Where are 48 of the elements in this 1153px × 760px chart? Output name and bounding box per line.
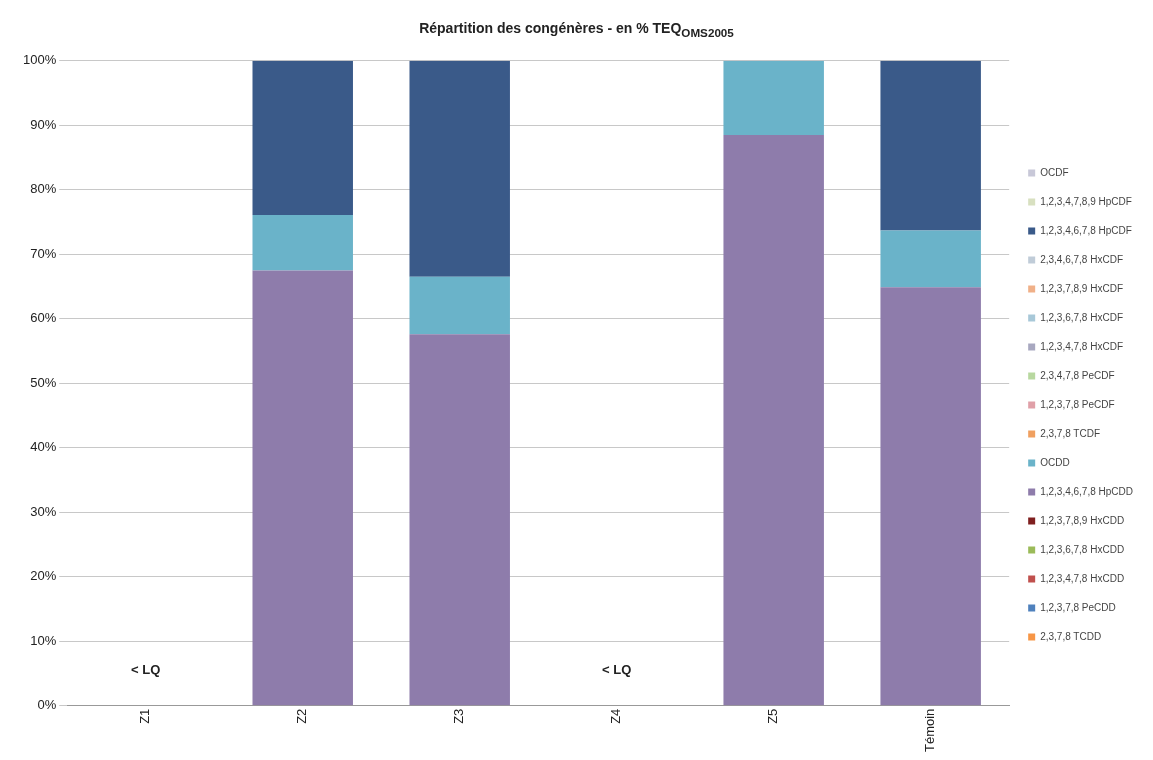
y-tick-label: 60% <box>30 310 57 326</box>
y-tick-label: 70% <box>30 245 57 261</box>
bar <box>409 60 510 277</box>
y-tick-label: 100% <box>23 52 57 68</box>
y-tick-label: 40% <box>30 439 57 455</box>
x-tick-label: Z1 <box>137 708 153 724</box>
bar <box>723 134 824 706</box>
legend-label: 2,3,7,8 TCDD <box>1040 630 1102 642</box>
legend-label: 1,2,3,6,7,8 HxCDF <box>1040 311 1123 323</box>
bar <box>880 60 981 231</box>
bar <box>252 214 353 271</box>
bar <box>880 287 981 706</box>
legend-label: 1,2,3,6,7,8 HxCDD <box>1040 543 1125 555</box>
bar <box>252 60 353 215</box>
y-tick-label: 90% <box>30 116 57 132</box>
legend-label: 1,2,3,7,8,9 HxCDD <box>1040 514 1125 526</box>
legend-label: OCDF <box>1040 166 1069 178</box>
y-tick-label: 10% <box>30 632 57 648</box>
bar <box>723 60 824 135</box>
legend-label: 2,3,4,7,8 PeCDF <box>1040 369 1115 381</box>
bar <box>409 334 510 706</box>
legend-label: 1,2,3,4,6,7,8 HpCDF <box>1040 224 1132 236</box>
x-tick-label: Z3 <box>451 708 467 724</box>
legend-label: OCDD <box>1040 456 1070 468</box>
x-tick-label: Témoin <box>922 708 938 753</box>
legend-label: 1,2,3,4,7,8,9 HpCDF <box>1040 195 1132 207</box>
legend-label: 1,2,3,4,7,8 HxCDD <box>1040 572 1125 584</box>
bar <box>252 270 353 706</box>
annotation: < LQ <box>131 661 161 677</box>
legend-label: 1,2,3,4,7,8 HxCDF <box>1040 340 1123 352</box>
x-tick-label: Z2 <box>294 708 310 724</box>
chart-title: Répartition des congénères - en % TEQ$_{OMS2005}$ <box>418 19 735 41</box>
x-tick-label: Z4 <box>608 708 624 724</box>
annotation: < LQ <box>602 661 632 677</box>
y-tick-label: 30% <box>30 503 57 519</box>
legend-label: 2,3,7,8 TCDF <box>1040 427 1101 439</box>
legend-label: 1,2,3,7,8 PeCDD <box>1040 601 1116 613</box>
bar <box>409 276 510 335</box>
x-tick-label: Z5 <box>765 708 781 724</box>
legend-label: 1,2,3,7,8 PeCDF <box>1040 398 1115 410</box>
bar <box>880 230 981 288</box>
y-tick-label: 80% <box>30 181 57 197</box>
legend-label: 1,2,3,4,6,7,8 HpCDD <box>1040 485 1133 497</box>
y-tick-label: 50% <box>30 374 57 390</box>
y-tick-label: 20% <box>30 568 57 584</box>
legend-label: 1,2,3,7,8,9 HxCDF <box>1040 282 1123 294</box>
legend-label: 2,3,4,6,7,8 HxCDF <box>1040 253 1123 265</box>
y-tick-label: 0% <box>37 697 57 713</box>
